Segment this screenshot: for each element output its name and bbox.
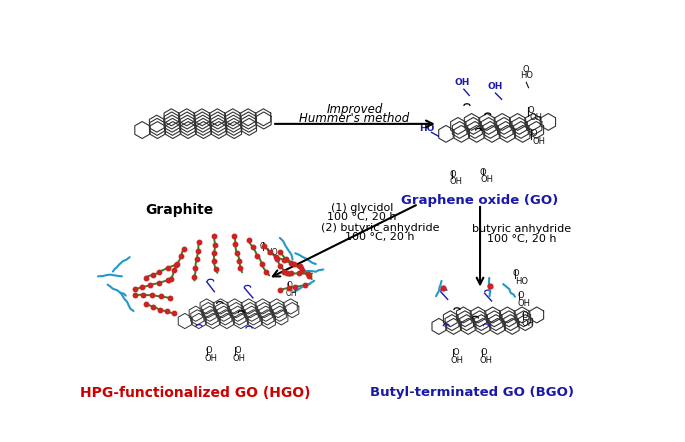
Text: O: O (527, 106, 534, 115)
Text: Graphene oxide (GO): Graphene oxide (GO) (401, 194, 559, 207)
Text: O: O (523, 65, 530, 74)
Text: (2) butyric anhydride: (2) butyric anhydride (321, 223, 439, 233)
Text: 100 °C, 20 h: 100 °C, 20 h (487, 234, 556, 244)
Text: O: O (481, 348, 487, 357)
Text: HPG-functionalized GO (HGO): HPG-functionalized GO (HGO) (80, 386, 310, 400)
Text: OH: OH (488, 82, 503, 91)
Text: O: O (206, 347, 212, 355)
Text: OH: OH (286, 289, 297, 297)
Text: HO: HO (266, 248, 277, 257)
Text: O: O (260, 242, 266, 251)
Text: OH: OH (455, 78, 470, 88)
Text: OH: OH (449, 177, 462, 186)
Text: OH: OH (480, 175, 493, 183)
Text: OH: OH (204, 354, 217, 363)
Text: OH: OH (451, 355, 464, 365)
Text: O: O (286, 281, 292, 290)
Text: 100 °C, 20 h: 100 °C, 20 h (345, 232, 414, 242)
Text: 100 °C, 20 h: 100 °C, 20 h (327, 212, 397, 222)
Text: O: O (518, 291, 524, 300)
Text: (1) glycidol: (1) glycidol (331, 203, 393, 213)
Text: O: O (449, 170, 456, 179)
Text: Hummer's method: Hummer's method (299, 112, 410, 126)
Text: Improved: Improved (326, 103, 383, 116)
Text: OH: OH (521, 319, 534, 328)
Text: O: O (479, 168, 486, 177)
Text: Butyl-terminated GO (BGO): Butyl-terminated GO (BGO) (371, 386, 574, 399)
Text: OH: OH (479, 355, 493, 365)
Text: OH: OH (518, 299, 531, 308)
Text: OH: OH (532, 137, 545, 146)
Text: butyric anhydride: butyric anhydride (472, 225, 571, 234)
Text: Graphite: Graphite (146, 203, 214, 217)
Text: HO: HO (520, 71, 533, 80)
Text: O: O (512, 269, 519, 278)
Text: OH: OH (233, 354, 246, 363)
Text: O: O (234, 347, 241, 355)
Text: HO: HO (514, 277, 527, 286)
Text: O: O (521, 311, 528, 320)
Text: OH: OH (530, 113, 543, 122)
Text: HO: HO (419, 124, 434, 133)
Text: O: O (452, 348, 459, 357)
Text: O: O (531, 129, 537, 138)
